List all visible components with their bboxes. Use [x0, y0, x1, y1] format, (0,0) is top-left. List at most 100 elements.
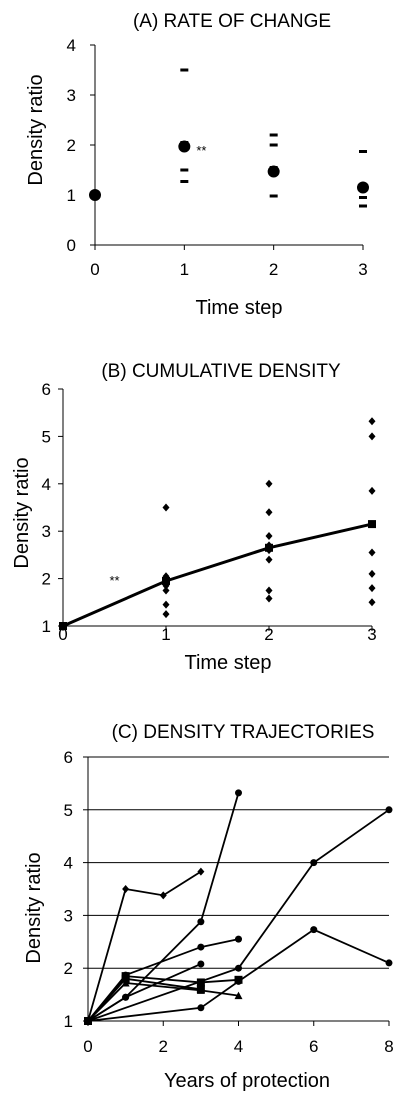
trajectory-point — [197, 960, 205, 968]
x-tick-label: 0 — [83, 1037, 92, 1056]
mean-point — [267, 165, 280, 178]
trajectory-point — [159, 891, 167, 900]
trajectory-point — [235, 789, 242, 797]
data-point — [359, 204, 367, 208]
y-tick-label: 1 — [67, 186, 76, 205]
y-tick-label: 2 — [64, 959, 73, 978]
trajectory-point — [197, 1004, 205, 1012]
mean-point — [368, 520, 376, 529]
data-point — [265, 479, 273, 488]
x-tick-label: 3 — [367, 625, 376, 644]
y-tick-label: 0 — [67, 236, 76, 255]
data-point — [265, 586, 273, 595]
y-tick-label: 1 — [64, 1012, 73, 1031]
chart-c-title: (C) DENSITY TRAJECTORIES — [112, 722, 375, 743]
y-tick-label: 6 — [42, 380, 51, 399]
x-tick-label: 4 — [234, 1037, 243, 1056]
chart-a-xlabel: Time step — [195, 297, 282, 319]
mean-line — [62, 522, 373, 628]
data-point — [368, 486, 376, 495]
mean-point — [59, 622, 67, 630]
trajectory-point — [197, 918, 205, 926]
trajectory-point — [121, 974, 130, 983]
chart-a-ylabel: Density ratio — [25, 74, 47, 185]
trajectory-point — [197, 867, 205, 876]
data-point — [368, 432, 376, 441]
trajectory-line — [87, 809, 390, 1022]
trajectory-point — [121, 978, 130, 987]
data-point — [265, 555, 273, 564]
significance-annotation: ** — [109, 573, 119, 588]
data-point — [368, 548, 376, 557]
x-tick-label: 6 — [309, 1037, 318, 1056]
data-point — [162, 610, 170, 619]
data-point — [162, 503, 170, 512]
chart-b-ylabel: Density ratio — [11, 457, 33, 568]
mean-point — [178, 140, 191, 153]
trajectory-line — [87, 982, 239, 1022]
trajectory-point — [235, 964, 242, 972]
data-point — [359, 150, 367, 153]
data-point — [162, 586, 170, 595]
trajectory-point — [385, 806, 393, 814]
data-point — [265, 594, 273, 603]
trajectory-line — [87, 870, 202, 1022]
mean-point — [265, 543, 273, 552]
y-tick-label: 3 — [67, 86, 76, 105]
data-point — [368, 569, 376, 578]
y-tick-label: 4 — [64, 854, 73, 873]
significance-annotation: ** — [196, 143, 206, 158]
data-point — [180, 68, 189, 72]
x-tick-label: 3 — [358, 260, 367, 279]
trajectory-point — [84, 1017, 92, 1025]
trajectory-point — [234, 975, 243, 984]
data-point — [359, 196, 367, 199]
trajectory-point — [122, 885, 130, 893]
data-point — [368, 417, 376, 426]
chart-b-xlabel: Time step — [184, 652, 271, 674]
mean-point — [357, 181, 369, 194]
trajectory-point — [196, 986, 205, 994]
trajectory-line — [87, 928, 390, 1022]
chart-c-ylabel: Density ratio — [23, 852, 45, 963]
chart-c-plot: 1 2 3 4 5 6 0 2 4 6 8 — [64, 748, 394, 1056]
x-tick-label: 0 — [90, 260, 99, 279]
data-point — [162, 600, 170, 609]
trajectory-point — [385, 959, 393, 967]
y-tick-label: 2 — [67, 136, 76, 155]
data-point — [368, 598, 376, 607]
chart-c-xlabel: Years of protection — [164, 1070, 330, 1092]
x-tick-label: 2 — [269, 260, 278, 279]
data-point — [269, 133, 278, 137]
y-tick-label: 5 — [42, 427, 51, 446]
y-tick-label: 1 — [42, 617, 51, 636]
trajectory-point — [234, 991, 243, 1000]
trajectory-point — [310, 926, 318, 934]
chart-a-title: (A) RATE OF CHANGE — [133, 11, 331, 32]
y-tick-label: 4 — [42, 475, 51, 494]
x-tick-label: 8 — [384, 1037, 393, 1056]
y-tick-label: 5 — [64, 801, 73, 820]
data-point — [368, 584, 376, 593]
data-point — [269, 194, 278, 198]
trajectory-line — [87, 963, 202, 1022]
data-point — [180, 168, 189, 172]
y-tick-label: 3 — [64, 906, 73, 925]
trajectory-point — [122, 993, 130, 1001]
x-tick-label: 2 — [159, 1037, 168, 1056]
mean-point — [89, 189, 101, 201]
data-point — [180, 180, 189, 183]
x-tick-label: 2 — [264, 625, 273, 644]
y-tick-label: 3 — [42, 522, 51, 541]
y-tick-label: 6 — [64, 748, 73, 767]
chart-a-plot: 0 1 2 3 4 0 1 2 3 ** — [67, 36, 369, 279]
x-tick-label: 1 — [161, 625, 170, 644]
trajectory-point — [310, 859, 318, 867]
data-point — [269, 143, 278, 147]
trajectory-point — [197, 943, 205, 951]
y-tick-label: 4 — [67, 36, 76, 55]
x-tick-label: 1 — [180, 260, 189, 279]
trajectory-point — [235, 935, 242, 943]
